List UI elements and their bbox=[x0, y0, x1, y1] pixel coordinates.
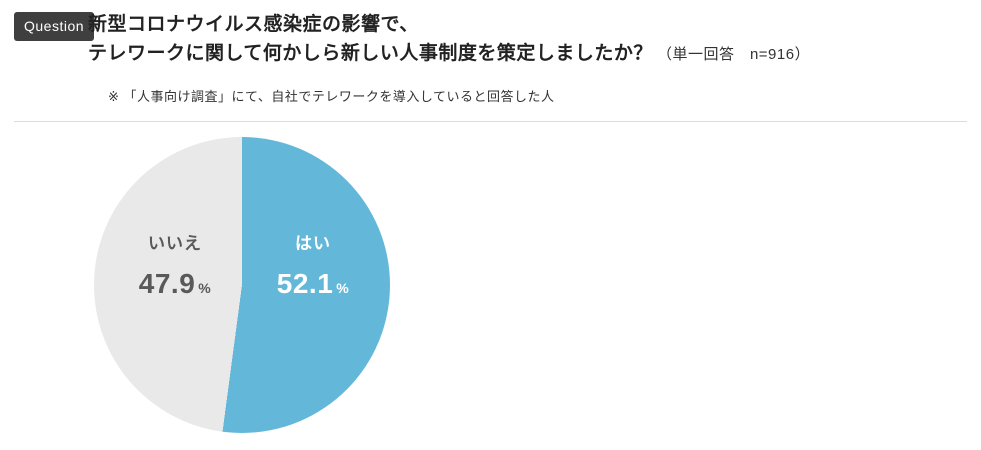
pie-label-yes-value: 52.1% bbox=[248, 268, 378, 300]
pie-label-no-value: 47.9% bbox=[110, 268, 240, 300]
pie-label-yes-unit: % bbox=[336, 280, 350, 296]
pie-chart: はい 52.1% いいえ 47.9% bbox=[0, 137, 981, 437]
pie-label-yes-category: はい bbox=[295, 234, 331, 253]
question-title-line2: テレワークに関して何かしら新しい人事制度を策定しましたか？ bbox=[88, 43, 653, 64]
pie bbox=[94, 137, 390, 433]
header-divider bbox=[14, 121, 967, 122]
question-title: 新型コロナウイルス感染症の影響で、 テレワークに関して何かしら新しい人事制度を策… bbox=[88, 10, 810, 69]
pie-label-no-unit: % bbox=[198, 280, 212, 296]
pie-label-no: いいえ 47.9% bbox=[110, 229, 240, 300]
question-answer-type: （単一回答 n=916） bbox=[656, 46, 811, 63]
question-note: ※ 「人事向け調査」にて、自社でテレワークを導入していると回答した人 bbox=[108, 89, 555, 104]
pie-label-no-category: いいえ bbox=[148, 234, 202, 253]
pie-label-no-number: 47.9 bbox=[138, 268, 196, 299]
pie-label-yes: はい 52.1% bbox=[248, 229, 378, 300]
question-badge: Question bbox=[14, 12, 95, 41]
question-title-line1: 新型コロナウイルス感染症の影響で、 bbox=[88, 14, 419, 35]
pie-label-yes-number: 52.1 bbox=[276, 268, 334, 299]
